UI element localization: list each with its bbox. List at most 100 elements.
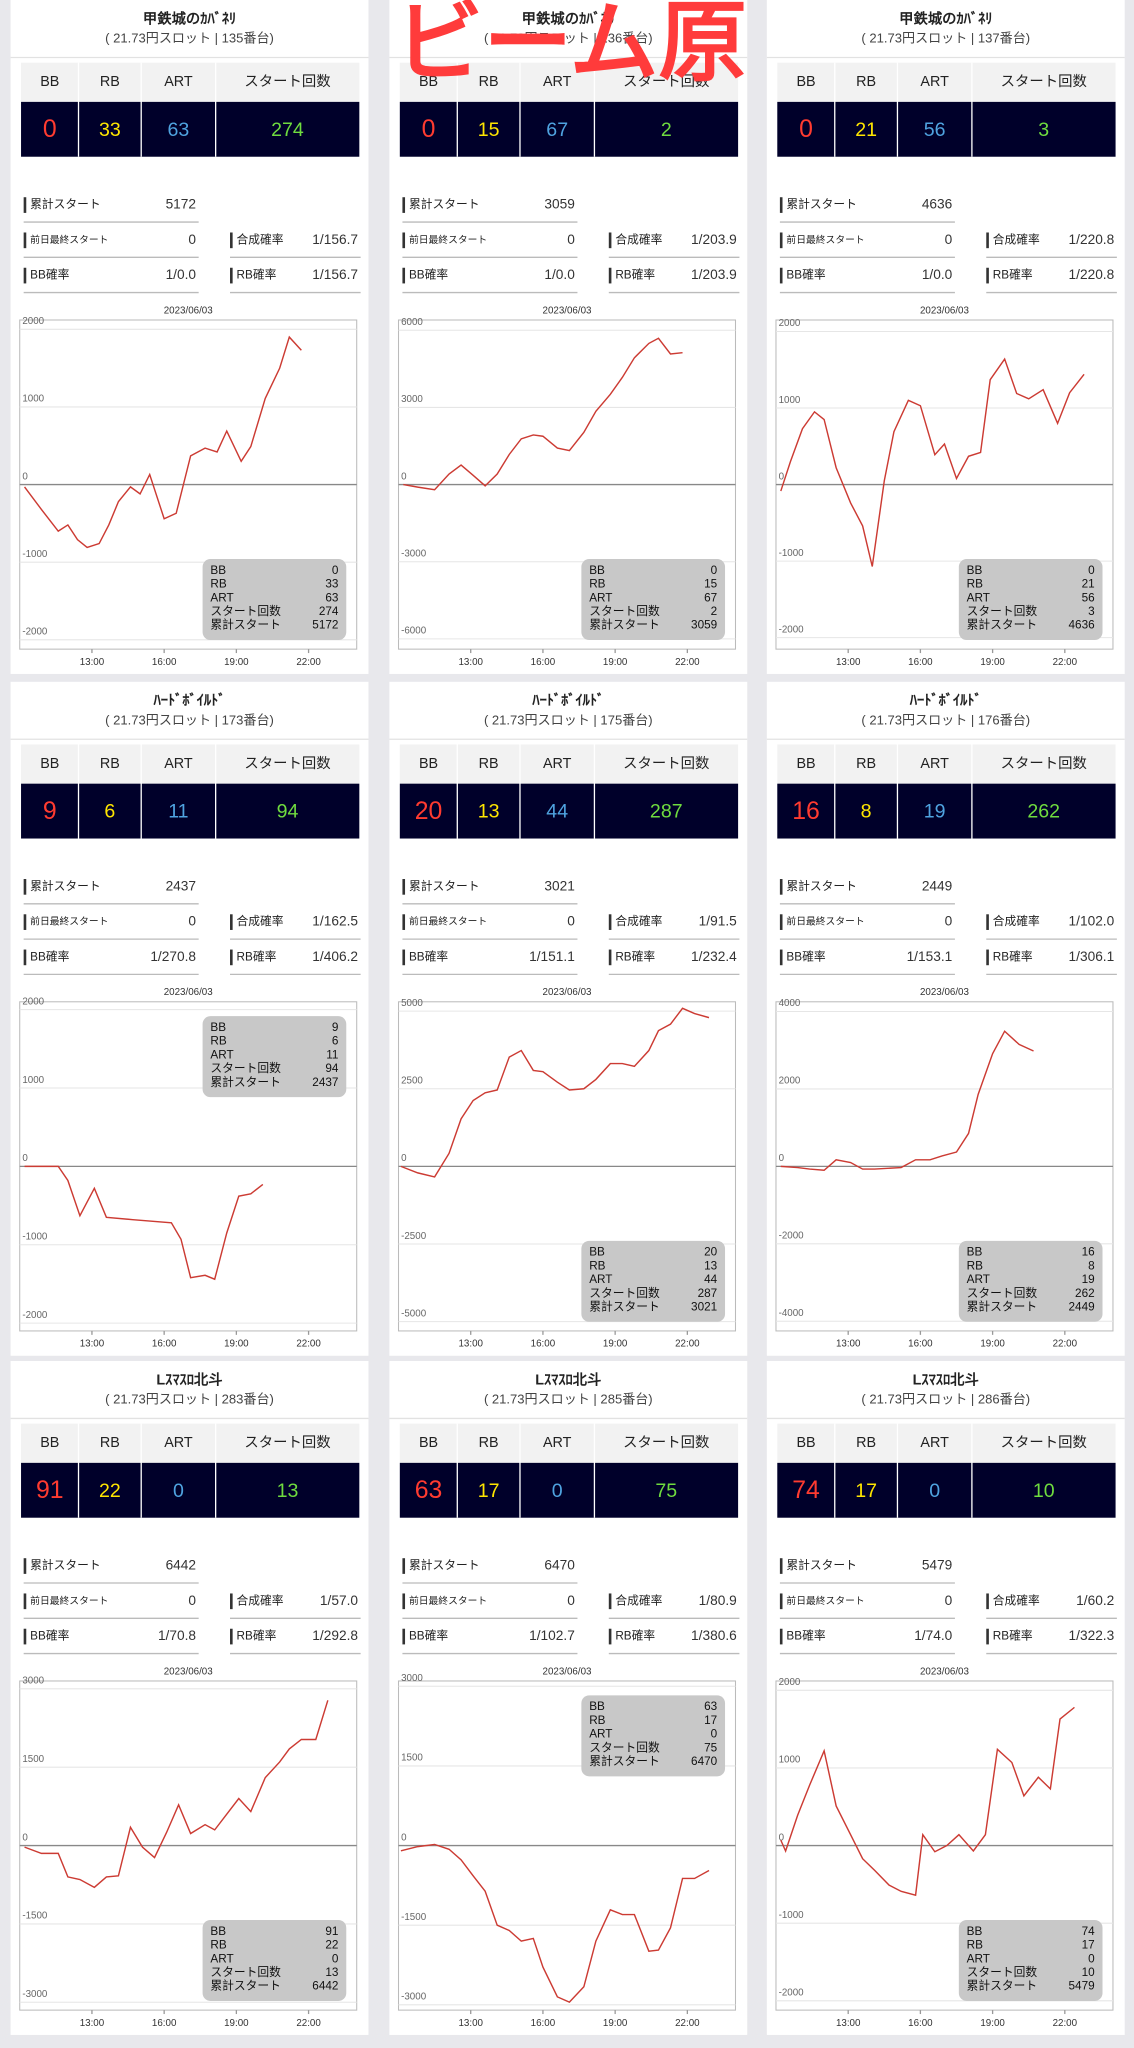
stats-box-label: RB xyxy=(967,578,983,591)
x-tick-label: 22:00 xyxy=(675,2018,700,2029)
x-tick-label: 19:00 xyxy=(603,2018,628,2029)
table-value: 0 xyxy=(422,116,436,143)
stat-label: 累計スタート xyxy=(409,1558,480,1572)
x-tick-label: 16:00 xyxy=(908,1339,933,1350)
stats-box-value: 17 xyxy=(704,1714,717,1727)
stat-label: BB確率 xyxy=(786,268,825,282)
stats-box-label: RB xyxy=(210,1939,226,1952)
stat-label: 前日最終スタート xyxy=(409,233,487,246)
y-tick-label: 2000 xyxy=(22,996,44,1007)
stat-label: 合成確率 xyxy=(615,914,662,928)
stat-marker xyxy=(23,1558,27,1574)
stat-marker xyxy=(230,1593,233,1610)
stat-marker xyxy=(608,914,612,930)
table-header: RB xyxy=(856,74,876,90)
stat-value: 1/232.4 xyxy=(691,949,737,964)
stat-marker xyxy=(986,914,989,930)
panel-title: 甲鉄城のｶﾊﾞﾈﾘ xyxy=(522,9,615,27)
stat-value: 1/380.6 xyxy=(691,1628,737,1643)
x-tick-label: 22:00 xyxy=(1053,1339,1078,1350)
stat-label: 前日最終スタート xyxy=(786,1594,864,1607)
stats-box-label: BB xyxy=(967,1925,983,1938)
chart-title: 2023/06/03 xyxy=(543,1666,593,1677)
stat-label: 合成確率 xyxy=(615,232,662,246)
table-value: 56 xyxy=(924,119,946,141)
panel-title: 甲鉄城のｶﾊﾞﾈﾘ xyxy=(143,9,236,27)
stat-value: 0 xyxy=(188,232,196,247)
stat-label: 合成確率 xyxy=(237,914,284,928)
table-value: 67 xyxy=(546,119,568,141)
table-header: スタート回数 xyxy=(244,73,330,90)
stat-marker xyxy=(402,1558,406,1574)
stats-box xyxy=(202,1016,347,1098)
stats-box-value: 67 xyxy=(704,591,717,604)
stat-label: RB確率 xyxy=(615,949,655,963)
stats-box-label: RB xyxy=(967,1939,983,1952)
stat-marker xyxy=(986,949,989,966)
table-header: スタート回数 xyxy=(1001,755,1087,772)
panel-subtitle: ( 21.73円スロット | 175番台) xyxy=(484,712,653,727)
y-tick-label: -1000 xyxy=(22,1231,48,1242)
stats-box-label: BB xyxy=(589,1246,605,1259)
y-tick-label: 2000 xyxy=(22,316,44,327)
table-value: 0 xyxy=(552,1480,563,1502)
stat-label: 前日最終スタート xyxy=(409,1594,487,1607)
table-value: 16 xyxy=(792,798,820,825)
y-tick-label: 1500 xyxy=(401,1753,423,1764)
table-header-bg xyxy=(21,1423,360,1463)
stat-marker xyxy=(608,232,612,249)
table-header: BB xyxy=(419,756,438,772)
table-value: 0 xyxy=(929,1480,940,1502)
stat-label: 累計スタート xyxy=(786,197,857,211)
stat-label: 累計スタート xyxy=(786,879,857,893)
table-header: ART xyxy=(543,1435,572,1451)
stat-value: 1/151.1 xyxy=(529,949,575,964)
x-tick-label: 16:00 xyxy=(908,2018,933,2029)
stats-box-value: 16 xyxy=(1082,1246,1096,1259)
y-tick-label: 4000 xyxy=(779,998,801,1009)
stat-marker xyxy=(23,232,27,249)
stat-label: BB確率 xyxy=(30,949,69,963)
table-header-bg xyxy=(399,744,739,784)
stat-marker xyxy=(402,914,406,930)
table-header: RB xyxy=(479,74,499,90)
panel-subtitle: ( 21.73円スロット | 286番台) xyxy=(861,1392,1030,1407)
stat-value: 1/102.0 xyxy=(1069,914,1115,929)
table-header: ART xyxy=(543,74,572,90)
stat-label: RB確率 xyxy=(615,268,655,282)
stats-box-value: 2449 xyxy=(1069,1301,1095,1314)
y-tick-label: 2000 xyxy=(779,1677,801,1688)
stat-value: 3059 xyxy=(544,197,574,212)
x-tick-label: 19:00 xyxy=(224,1339,249,1350)
table-value: 0 xyxy=(173,1480,184,1502)
y-tick-label: 0 xyxy=(22,1153,28,1164)
stat-value: 0 xyxy=(188,914,196,929)
y-tick-label: 2000 xyxy=(779,318,801,329)
table-header: スタート回数 xyxy=(244,755,330,772)
table-header-bg xyxy=(777,744,1116,784)
stats-box-label: ART xyxy=(967,1273,990,1286)
table-value: 22 xyxy=(99,1480,121,1502)
stats-box-value: 0 xyxy=(332,564,339,577)
table-value: 287 xyxy=(650,801,683,823)
overlay-text: ビーム原 xyxy=(395,0,748,92)
y-tick-label: 2500 xyxy=(401,1075,423,1086)
stat-marker xyxy=(986,1593,989,1610)
chart-title: 2023/06/03 xyxy=(920,305,970,316)
x-tick-label: 22:00 xyxy=(296,1339,321,1350)
stat-value: 0 xyxy=(945,1593,953,1608)
stats-box-label: BB xyxy=(210,564,226,577)
stats-box-label: BB xyxy=(210,1925,226,1938)
stats-box-label: ART xyxy=(589,1728,612,1741)
y-tick-label: -1500 xyxy=(401,1912,427,1923)
stat-value: 1/60.2 xyxy=(1076,1593,1114,1608)
y-tick-label: -3000 xyxy=(401,548,427,559)
stat-value: 0 xyxy=(567,1593,575,1608)
panel-title: ﾊｰﾄﾞﾎﾞｲﾙﾄﾞ xyxy=(153,691,226,709)
panel-title: Lｽﾏｽﾛ北斗 xyxy=(156,1371,222,1388)
stats-box-value: 13 xyxy=(704,1259,718,1272)
table-value: 19 xyxy=(924,801,946,823)
table-header: ART xyxy=(920,1435,949,1451)
table-value: 8 xyxy=(861,801,872,823)
stats-box-label: RB xyxy=(210,578,226,591)
